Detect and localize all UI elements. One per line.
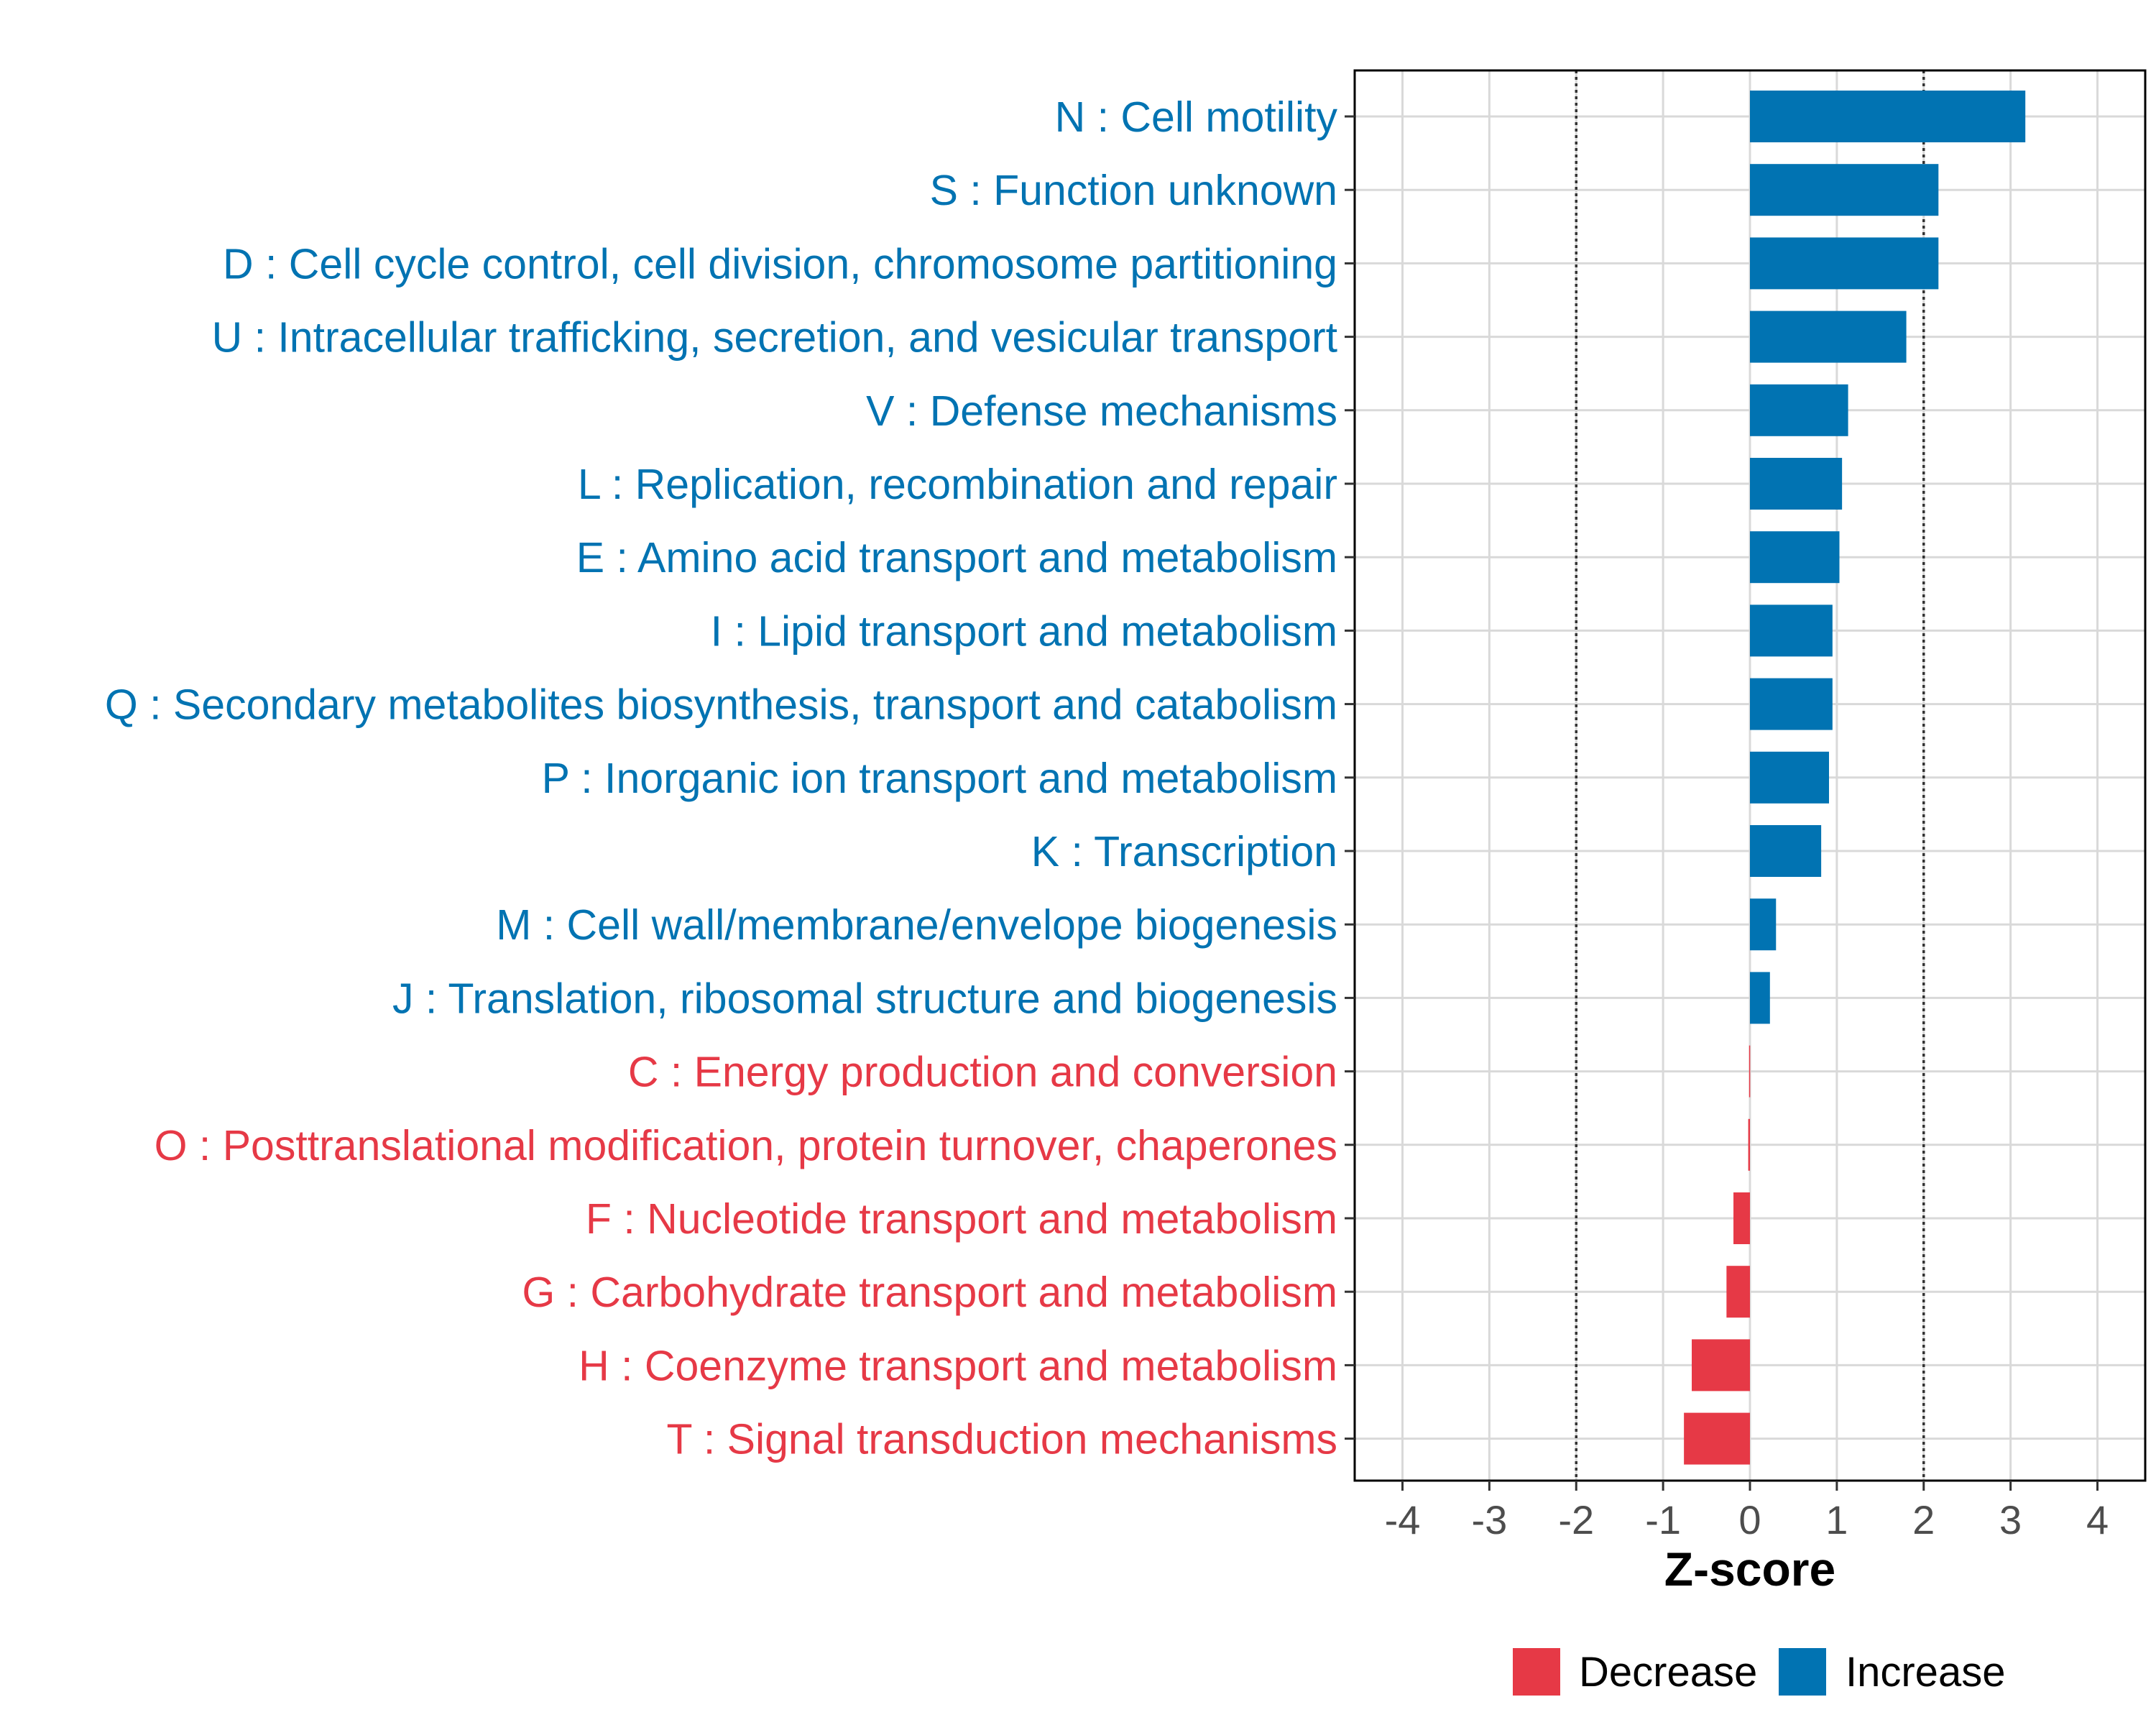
bar-g — [1726, 1266, 1750, 1318]
category-label: L : Replication, recombination and repai… — [578, 461, 1337, 508]
reference-lines — [1575, 70, 1925, 1481]
category-label: O : Posttranslational modification, prot… — [155, 1122, 1337, 1169]
x-tick-label: -2 — [1558, 1497, 1594, 1542]
category-label: E : Amino acid transport and metabolism — [576, 534, 1337, 581]
bar-m — [1750, 898, 1777, 951]
bar-i — [1750, 604, 1833, 657]
category-label: Q : Secondary metabolites biosynthesis, … — [105, 681, 1337, 729]
bar-l — [1750, 458, 1843, 510]
category-label: T : Signal transduction mechanisms — [666, 1416, 1337, 1463]
y-axis-category-labels: N : Cell motility S : Function unknown D :… — [105, 93, 1338, 1463]
bar-t — [1684, 1412, 1750, 1465]
x-tick-label: -1 — [1645, 1497, 1681, 1542]
x-tick-label: 2 — [1912, 1497, 1935, 1542]
legend: Decrease Increase — [1513, 1648, 2005, 1696]
category-label: M : Cell wall/membrane/envelope biogenes… — [496, 901, 1337, 949]
x-axis-title: Z-score — [1664, 1542, 1835, 1596]
category-label: V : Defense mechanisms — [866, 387, 1337, 435]
legend-label-increase: Increase — [1846, 1649, 2005, 1696]
bar-k — [1750, 825, 1822, 877]
category-label: S : Function unknown — [930, 167, 1337, 214]
category-label: K : Transcription — [1031, 828, 1337, 875]
bar-h — [1692, 1339, 1750, 1392]
bar-d — [1750, 237, 1939, 290]
x-tick-label: 3 — [1999, 1497, 2022, 1542]
category-label: D : Cell cycle control, cell division, c… — [223, 240, 1337, 288]
x-tick-label: 1 — [1825, 1497, 1848, 1542]
x-tick-label: 4 — [2086, 1497, 2109, 1542]
category-label: J : Translation, ribosomal structure and… — [392, 975, 1337, 1022]
bar-q — [1750, 678, 1833, 730]
category-label: U : Intracellular trafficking, secretion… — [212, 314, 1337, 362]
category-label: C : Energy production and conversion — [628, 1049, 1337, 1096]
category-label: P : Inorganic ion transport and metaboli… — [542, 755, 1337, 802]
category-label: H : Coenzyme transport and metabolism — [579, 1342, 1337, 1389]
bar-n — [1750, 91, 2026, 142]
category-label: F : Nucleotide transport and metabolism — [586, 1195, 1337, 1243]
x-tick-label: -4 — [1385, 1497, 1421, 1542]
x-tick-label: 0 — [1738, 1497, 1761, 1542]
legend-key-decrease — [1513, 1648, 1560, 1696]
x-axis-tick-labels: -4 -3 -2 -1 0 1 2 3 4 — [1385, 1497, 2109, 1542]
bar-u — [1750, 310, 1907, 363]
category-label: I : Lipid transport and metabolism — [711, 607, 1337, 655]
bar-f — [1733, 1192, 1750, 1244]
legend-key-increase — [1779, 1648, 1826, 1696]
bar-o — [1748, 1118, 1750, 1171]
y-axis-ticks — [1345, 115, 1355, 1440]
bar-s — [1750, 164, 1939, 216]
category-label: N : Cell motility — [1055, 93, 1338, 141]
bar-j — [1750, 972, 1770, 1024]
bar-c — [1749, 1045, 1751, 1098]
category-label: G : Carbohydrate transport and metabolis… — [522, 1269, 1337, 1316]
x-axis-ticks — [1401, 1481, 2099, 1491]
bars — [1684, 91, 2026, 1465]
legend-label-decrease: Decrease — [1579, 1649, 1757, 1696]
bar-v — [1750, 384, 1848, 436]
x-tick-label: -3 — [1471, 1497, 1507, 1542]
bar-p — [1750, 751, 1829, 804]
bar-e — [1750, 531, 1840, 584]
